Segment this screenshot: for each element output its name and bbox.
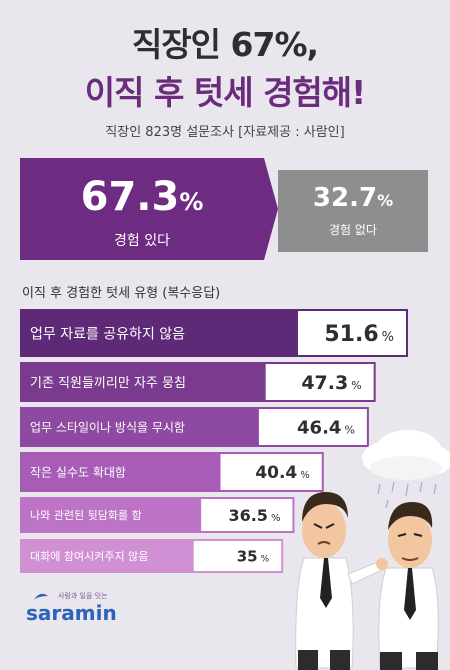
rain-cloud-icon bbox=[362, 430, 450, 511]
bar-value-box-1 bbox=[298, 311, 406, 355]
page-title-line1: 직장인 67%, bbox=[131, 25, 319, 64]
survey-subtitle: 직장인 823명 설문조사 [자료제공 : 사람인] bbox=[105, 125, 345, 140]
bar-value-1: 51.6% bbox=[324, 322, 394, 347]
bar-label-3: 업무 스타일이나 방식을 무시함 bbox=[30, 421, 185, 435]
experienced-box bbox=[20, 158, 264, 260]
saramin-logo: 사람과 일을 잇는 saramin bbox=[26, 591, 117, 625]
bar-value-box-6 bbox=[193, 541, 282, 571]
bar-value-6: 35% bbox=[237, 547, 270, 565]
experienced-label: 경험 있다 bbox=[114, 233, 170, 249]
bar-label-6: 대화에 참여시켜주지 않음 bbox=[30, 550, 148, 563]
sad-man-figure bbox=[378, 502, 439, 670]
bar-value-box-2 bbox=[265, 364, 374, 400]
bar-value-box-5 bbox=[201, 499, 293, 531]
bar-value-5: 36.5% bbox=[228, 506, 280, 525]
bar-value-box-3 bbox=[258, 409, 367, 445]
not-experienced-box bbox=[278, 170, 428, 252]
bar-label-1: 업무 자료를 공유하지 않음 bbox=[30, 326, 185, 342]
angry-man-figure bbox=[295, 492, 388, 670]
experienced-value: 67.3% bbox=[80, 174, 204, 220]
bar-value-3: 46.4% bbox=[297, 417, 355, 438]
not-experienced-value: 32.7% bbox=[312, 183, 394, 213]
experienced-box-arrow bbox=[264, 158, 278, 260]
bar-value-4: 40.4% bbox=[255, 463, 309, 483]
logo-tagline: 사람과 일을 잇는 bbox=[58, 591, 108, 600]
bar-value-box-4 bbox=[220, 454, 322, 490]
bar-value-2: 47.3% bbox=[301, 372, 361, 394]
office-workers-illustration bbox=[295, 430, 450, 670]
logo-text: saramin bbox=[26, 601, 117, 625]
bar-label-5: 나와 관련된 뒷담화를 함 bbox=[30, 509, 142, 522]
page-title-line2: 이직 후 텃세 경험해! bbox=[84, 73, 366, 112]
bar-label-2: 기존 직원들끼리만 자주 뭉침 bbox=[30, 376, 186, 391]
chart-title: 이직 후 경험한 텃세 유형 (복수응답) bbox=[22, 286, 221, 301]
bar-label-4: 작은 실수도 확대함 bbox=[30, 466, 126, 480]
not-experienced-label: 경험 없다 bbox=[329, 223, 377, 237]
logo-swoosh-icon bbox=[34, 593, 48, 600]
